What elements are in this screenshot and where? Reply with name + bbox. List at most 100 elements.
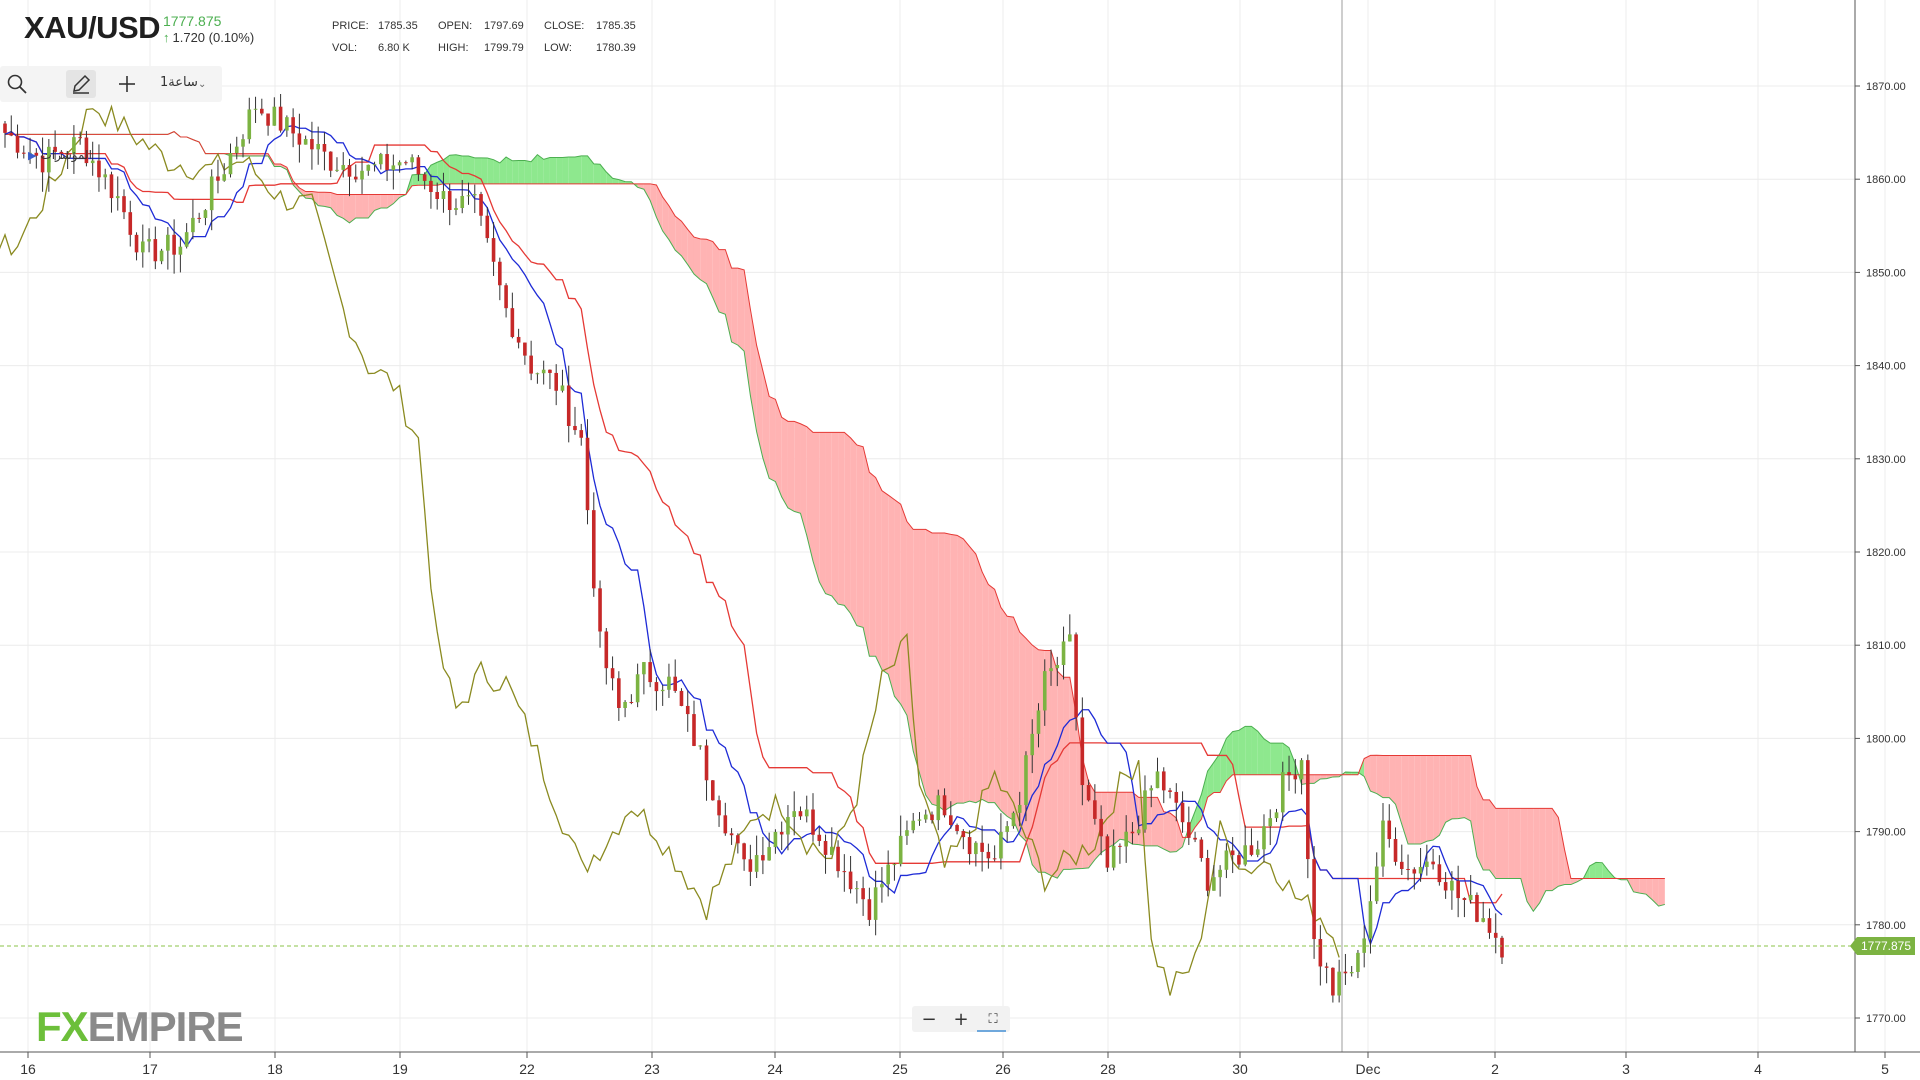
candle-body — [786, 816, 790, 835]
cloud-segment — [493, 159, 500, 184]
stat-label: OPEN: — [438, 20, 473, 32]
cloud-segment — [1151, 797, 1158, 846]
candle-body — [322, 144, 327, 152]
candle-body — [1074, 634, 1078, 718]
candle-body — [1099, 818, 1103, 837]
fullscreen-button[interactable]: ⛶ — [988, 1011, 998, 1027]
candle-body — [510, 308, 515, 337]
candle-body — [867, 899, 872, 920]
stat-label: VOL: — [332, 42, 358, 54]
timeframe-selector[interactable]: ساعة1 — [160, 75, 198, 90]
senkou-span-a — [5, 131, 1665, 913]
candle-body — [454, 207, 458, 210]
candle-body — [266, 113, 270, 126]
cloud-segment — [1326, 774, 1333, 779]
cloud-segment — [1232, 730, 1239, 775]
chevron-down-icon[interactable]: ⌄ — [198, 79, 207, 90]
stats-col-3: CLOSE: 1785.35 LOW: 1780.39 — [544, 15, 636, 59]
cloud-segment — [455, 154, 463, 184]
indicators-button[interactable]: ▶ المؤشرات — [28, 148, 92, 162]
candle-body — [404, 162, 408, 164]
candle-body — [873, 887, 878, 920]
candle-body — [767, 847, 771, 861]
cloud-segment — [769, 396, 776, 482]
candle-body — [9, 132, 14, 136]
candle-body — [1462, 898, 1467, 901]
candle-body — [310, 139, 314, 150]
cloud-segment — [393, 194, 400, 204]
candle-body — [1161, 771, 1166, 791]
cloud-segment — [988, 584, 995, 803]
stat-label: LOW: — [544, 42, 572, 54]
y-tick-label: 1830.00 — [1866, 454, 1906, 466]
cloud-segment — [1464, 755, 1471, 821]
cloud-segment — [512, 160, 519, 184]
cloud-segment — [343, 194, 350, 223]
candle-body — [1362, 938, 1367, 953]
candle-body — [923, 814, 928, 820]
cloud-segment — [1238, 726, 1246, 775]
candle-body — [1437, 864, 1442, 883]
candle-body — [1230, 850, 1235, 856]
candle-body — [1024, 755, 1028, 805]
candle-body — [28, 152, 32, 154]
cloud-segment — [1458, 755, 1465, 819]
cloud-segment — [1370, 755, 1377, 794]
candle-body — [861, 888, 865, 900]
pencil-icon[interactable] — [66, 70, 96, 98]
candle-body — [347, 165, 352, 177]
arrow-up-icon: ↑ — [163, 30, 170, 45]
candle-body — [366, 164, 371, 171]
candle-body — [773, 831, 778, 848]
cloud-segment — [932, 532, 939, 807]
candle-body — [1168, 790, 1172, 792]
cloud-segment — [1652, 878, 1659, 907]
cloud-segment — [919, 529, 926, 796]
candle-body — [1187, 822, 1191, 838]
cloud-segment — [311, 191, 319, 206]
candlesticks — [3, 93, 1504, 1003]
candle-body — [303, 139, 308, 145]
candle-body — [723, 815, 728, 834]
candle-body — [1249, 845, 1254, 855]
candle-body — [999, 831, 1003, 859]
cloud-segment — [1063, 677, 1070, 870]
candle-body — [410, 157, 414, 163]
cloud-segment — [537, 154, 544, 184]
candle-body — [679, 690, 684, 706]
cloud-segment — [1389, 755, 1396, 805]
cloud-segment — [1476, 786, 1484, 870]
candle-body — [178, 246, 183, 255]
cloud-segment — [1270, 743, 1277, 775]
plus-icon[interactable] — [112, 70, 142, 98]
candle-body — [140, 241, 145, 253]
cloud-segment — [1057, 671, 1064, 879]
candle-body — [836, 846, 840, 872]
cloud-segment — [894, 499, 901, 705]
zoom-in-button[interactable]: + — [953, 1008, 969, 1030]
candle-body — [1349, 971, 1354, 974]
y-tick-label: 1840.00 — [1866, 361, 1906, 373]
candle-body — [566, 385, 571, 426]
cloud-segment — [1007, 616, 1014, 821]
candle-body — [1343, 971, 1348, 974]
x-tick-label: 16 — [20, 1061, 36, 1077]
cloud-segment — [1420, 755, 1427, 845]
cloud-segment — [236, 153, 244, 157]
stat-label: HIGH: — [438, 42, 469, 54]
x-tick-label: 26 — [995, 1061, 1011, 1077]
cloud-segment — [1445, 755, 1452, 823]
cloud-segment — [1314, 774, 1321, 784]
candle-body — [1381, 820, 1385, 867]
candle-body — [1337, 971, 1341, 996]
current-price-tag: 1777.875 — [1850, 937, 1915, 955]
search-icon[interactable] — [2, 70, 32, 98]
candle-body — [855, 888, 859, 890]
candle-body — [59, 151, 64, 154]
cloud-segment — [681, 221, 688, 265]
candle-body — [1011, 812, 1016, 827]
candle-body — [278, 106, 283, 131]
zoom-out-button[interactable]: − — [921, 1008, 937, 1030]
cloud-segment — [643, 183, 651, 201]
